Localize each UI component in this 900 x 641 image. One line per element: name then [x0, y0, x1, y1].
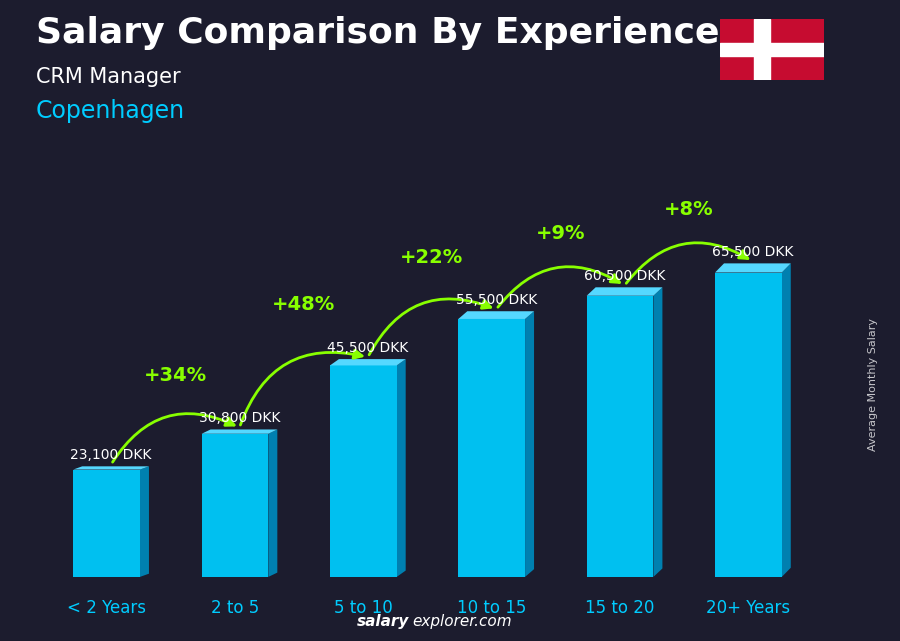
Text: 2 to 5: 2 to 5 [211, 599, 259, 617]
Text: 60,500 DKK: 60,500 DKK [584, 269, 665, 283]
Polygon shape [397, 359, 406, 577]
Text: salary: salary [357, 615, 410, 629]
Polygon shape [458, 319, 525, 577]
Text: 45,500 DKK: 45,500 DKK [328, 340, 409, 354]
Polygon shape [202, 429, 277, 434]
Polygon shape [268, 429, 277, 577]
Polygon shape [715, 263, 791, 272]
Text: Average Monthly Salary: Average Monthly Salary [868, 318, 878, 451]
Polygon shape [458, 312, 534, 319]
Text: CRM Manager: CRM Manager [36, 67, 181, 87]
Text: +9%: +9% [536, 224, 585, 243]
Text: explorer.com: explorer.com [412, 615, 512, 629]
Polygon shape [140, 467, 149, 577]
Text: 23,100 DKK: 23,100 DKK [70, 448, 152, 462]
Polygon shape [587, 296, 653, 577]
Bar [753, 19, 770, 80]
Text: Copenhagen: Copenhagen [36, 99, 185, 123]
Polygon shape [73, 470, 140, 577]
Text: 15 to 20: 15 to 20 [585, 599, 654, 617]
Text: +22%: +22% [400, 247, 464, 267]
Polygon shape [330, 365, 397, 577]
Polygon shape [330, 359, 406, 365]
Polygon shape [653, 287, 662, 577]
Polygon shape [202, 434, 268, 577]
Bar [720, 43, 824, 56]
Polygon shape [73, 467, 149, 470]
Text: 5 to 10: 5 to 10 [334, 599, 392, 617]
Text: 55,500 DKK: 55,500 DKK [455, 293, 536, 307]
Polygon shape [782, 263, 791, 577]
Text: 65,500 DKK: 65,500 DKK [712, 245, 794, 259]
Polygon shape [525, 312, 534, 577]
Text: +8%: +8% [664, 200, 714, 219]
Text: 30,800 DKK: 30,800 DKK [199, 411, 280, 425]
Text: +48%: +48% [272, 296, 336, 315]
Text: +34%: +34% [144, 366, 207, 385]
Text: < 2 Years: < 2 Years [68, 599, 146, 617]
Text: Salary Comparison By Experience: Salary Comparison By Experience [36, 16, 719, 50]
Text: 20+ Years: 20+ Years [706, 599, 790, 617]
Polygon shape [715, 272, 782, 577]
Text: 10 to 15: 10 to 15 [457, 599, 526, 617]
Polygon shape [587, 287, 662, 296]
